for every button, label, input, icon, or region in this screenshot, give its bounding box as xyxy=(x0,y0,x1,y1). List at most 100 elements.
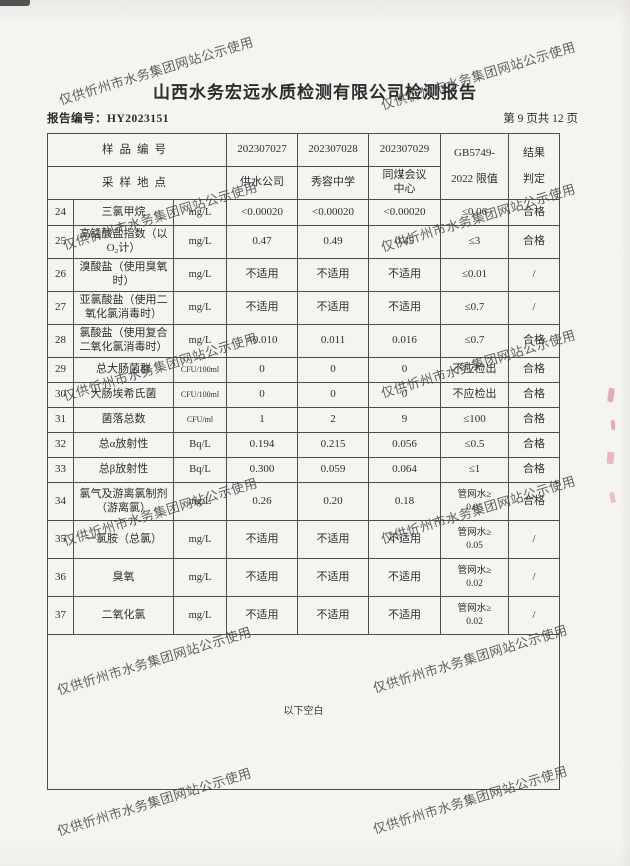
table-row: 32 总α放射性 Bq/L 0.194 0.215 0.056 ≤0.5 合格 xyxy=(47,432,561,458)
table-row: 29 总大肠菌群 CFU/100ml 0 0 0 不应检出 合格 xyxy=(47,357,561,383)
header-gap xyxy=(444,161,505,173)
unit-cell: CFU/100ml xyxy=(172,382,228,408)
unit-cell: CFU/100ml xyxy=(172,357,228,383)
red-seal-mark xyxy=(606,451,615,465)
result-header-line1: 结果 xyxy=(523,146,546,159)
location-3: 同煤会议 中心 xyxy=(368,166,442,200)
limit-header-line1: GB5749- xyxy=(454,146,495,159)
value-3-cell: 不适用 xyxy=(368,558,442,597)
unit-cell: mg/L xyxy=(172,258,228,292)
row-number-cell: 35 xyxy=(47,520,74,559)
value-3-cell: 0 xyxy=(368,357,442,383)
value-1-cell: 不适用 xyxy=(226,258,299,292)
table-footer: 以下空白 xyxy=(46,634,561,790)
value-3-cell: 0.016 xyxy=(368,324,442,358)
row-number-cell: 31 xyxy=(47,407,74,433)
table-body: 24 三氯甲烷 mg/L <0.00020 <0.00020 <0.00020 ≤0.06 合… xyxy=(47,199,561,635)
param-name-cell: 总β放射性 xyxy=(73,457,174,483)
result-cell: 合格 xyxy=(508,324,561,358)
result-cell: / xyxy=(508,520,561,559)
location-1: 供水公司 xyxy=(226,166,299,200)
scan-artifact xyxy=(0,0,30,6)
row-number-cell: 36 xyxy=(47,558,74,597)
table-row: 33 总β放射性 Bq/L 0.300 0.059 0.064 ≤1 合格 xyxy=(47,457,561,483)
unit-cell: Bq/L xyxy=(172,457,228,483)
value-2-cell: 0.215 xyxy=(297,432,370,458)
param-name-cell: 臭氧 xyxy=(73,558,174,597)
value-2-cell: 0.011 xyxy=(297,324,370,358)
result-cell: 合格 xyxy=(508,432,561,458)
table-row: 24 三氯甲烷 mg/L <0.00020 <0.00020 <0.00020 ≤0.06 合… xyxy=(47,199,561,226)
param-name-cell: 总α放射性 xyxy=(73,432,174,458)
table-row: 36 臭氧 mg/L 不适用 不适用 不适用 管网水≥ 0.02/ xyxy=(47,558,561,597)
table-row: 30 大肠埃希氏菌 CFU/100ml 0 0 0 不应检出 合格 xyxy=(47,382,561,408)
value-2-cell: 不适用 xyxy=(297,596,370,635)
result-cell: / xyxy=(508,291,561,325)
header-gap xyxy=(512,161,556,173)
limit-cell: 不应检出 xyxy=(440,357,510,383)
row-number-cell: 32 xyxy=(47,432,74,458)
unit-cell: mg/L xyxy=(172,324,228,358)
sample-id-1: 202307027 xyxy=(226,133,299,167)
unit-cell: mg/L xyxy=(172,558,228,597)
result-cell: / xyxy=(508,558,561,597)
param-name-cell: 高锰酸盐指数（以O₂计） xyxy=(73,225,174,259)
value-2-cell: 不适用 xyxy=(297,291,370,325)
value-3-cell: 不适用 xyxy=(368,520,442,559)
unit-cell: Bq/L xyxy=(172,432,228,458)
value-1-cell: 0.300 xyxy=(226,457,299,483)
limit-cell: ≤0.5 xyxy=(440,432,510,458)
value-3-cell: 0 xyxy=(368,382,442,408)
result-cell: 合格 xyxy=(508,407,561,433)
row-number-cell: 30 xyxy=(47,382,74,408)
row-number-cell: 24 xyxy=(47,199,74,226)
row-number-cell: 34 xyxy=(47,482,74,521)
param-name-cell: 氯气及游离氯制剂（游离氯） xyxy=(73,482,174,521)
row-number-cell: 29 xyxy=(47,357,74,383)
unit-cell: mg/L xyxy=(172,482,228,521)
limit-cell: 管网水≥ 0.02 xyxy=(440,596,510,635)
location-2: 秀容中学 xyxy=(297,166,370,200)
sample-id-2: 202307028 xyxy=(297,133,370,167)
limit-cell: 管网水≥ 0.05 xyxy=(440,482,510,521)
param-name-cell: 氯酸盐（使用复合二氧化氯消毒时） xyxy=(73,324,174,358)
limit-header: GB5749- 2022 限值 xyxy=(440,133,510,200)
value-3-cell: 0.056 xyxy=(368,432,442,458)
limit-header-line2: 2022 限值 xyxy=(451,172,498,185)
unit-cell: mg/L xyxy=(172,199,228,226)
value-1-cell: 0.47 xyxy=(226,225,299,259)
value-3-cell: 不适用 xyxy=(368,291,442,325)
value-1-cell: 1 xyxy=(226,407,299,433)
limit-cell: ≤1 xyxy=(440,457,510,483)
result-cell: 合格 xyxy=(508,457,561,483)
row-number-cell: 25 xyxy=(47,225,74,259)
value-1-cell: 不适用 xyxy=(226,520,299,559)
param-name-cell: 大肠埃希氏菌 xyxy=(73,382,174,408)
value-2-cell: 不适用 xyxy=(297,258,370,292)
scan-edge-shade xyxy=(620,0,630,866)
row-number-cell: 26 xyxy=(47,258,74,292)
unit-cell: mg/L xyxy=(172,520,228,559)
value-1-cell: <0.00020 xyxy=(226,199,299,226)
param-name-cell: 溴酸盐（使用臭氧时） xyxy=(73,258,174,292)
table-row: 28 氯酸盐（使用复合二氧化氯消毒时） mg/L <0.010 0.011 0.016 ≤0… xyxy=(47,324,561,358)
red-seal-mark xyxy=(610,419,616,431)
value-3-cell: 0.18 xyxy=(368,482,442,521)
sampling-location-label: 采样地点 xyxy=(46,166,228,200)
param-name-cell: 总大肠菌群 xyxy=(73,357,174,383)
limit-cell: ≤0.01 xyxy=(440,258,510,292)
row-number-cell: 28 xyxy=(47,324,74,358)
value-2-cell: 不适用 xyxy=(297,558,370,597)
table-row: 35 一氯胺（总氯） mg/L 不适用 不适用 不适用 管网水≥ 0.05/ xyxy=(47,520,561,559)
limit-cell: ≤3 xyxy=(440,225,510,259)
unit-cell: mg/L xyxy=(172,291,228,325)
table-header: 样品编号 202307027 202307028 202307029 GB574… xyxy=(46,133,561,200)
value-2-cell: 2 xyxy=(297,407,370,433)
value-3-cell: <0.00020 xyxy=(368,199,442,226)
limit-cell: ≤0.7 xyxy=(440,324,510,358)
table-row: 37 二氧化氯 mg/L 不适用 不适用 不适用 管网水≥ 0.02/ xyxy=(47,596,561,635)
param-name-cell: 亚氯酸盐（使用二氧化氯消毒时） xyxy=(73,291,174,325)
result-cell: / xyxy=(508,596,561,635)
result-cell: 合格 xyxy=(508,482,561,521)
